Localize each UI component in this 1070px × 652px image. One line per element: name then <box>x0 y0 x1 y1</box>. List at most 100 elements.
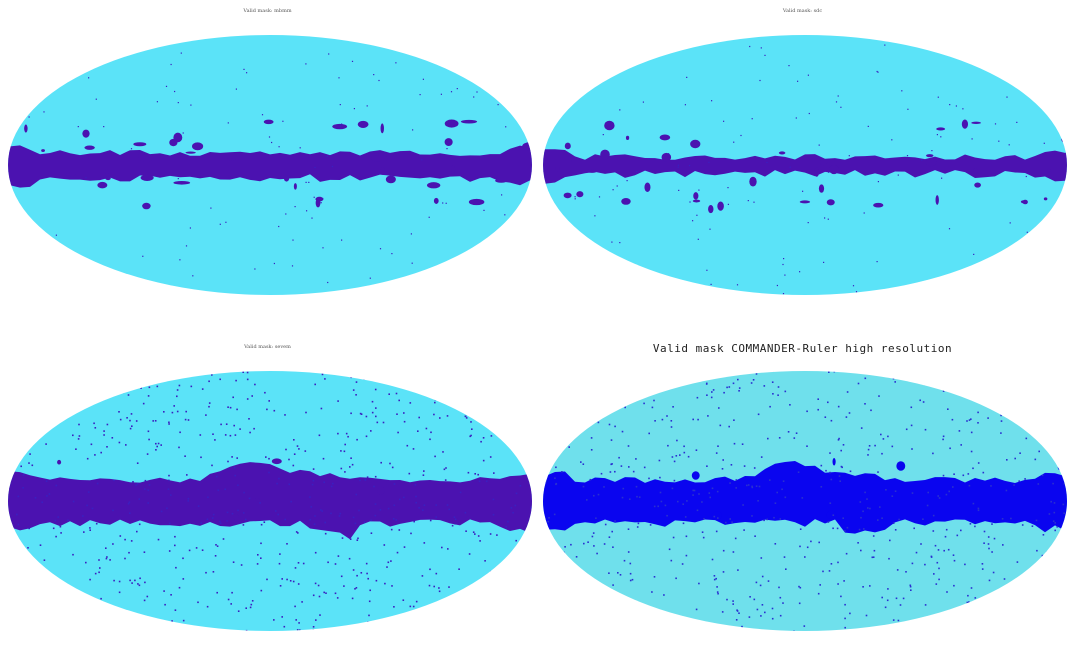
point-source-hole <box>448 509 450 511</box>
point-source-hole <box>936 583 938 585</box>
point-source-hole <box>1014 458 1016 460</box>
mask-patch <box>284 175 289 181</box>
point-source-hole <box>588 395 590 397</box>
point-source-hole <box>921 160 922 161</box>
point-source-hole <box>34 414 36 416</box>
point-source-hole <box>241 564 243 566</box>
point-source-hole <box>583 486 585 488</box>
point-source-hole <box>243 512 245 514</box>
point-source-hole <box>269 136 270 137</box>
point-source-hole <box>119 581 121 583</box>
point-source-hole <box>877 519 879 521</box>
point-source-hole <box>504 214 505 215</box>
point-source-hole <box>334 634 336 636</box>
point-source-hole <box>579 630 581 632</box>
point-source-hole <box>952 419 954 421</box>
point-source-hole <box>966 420 968 422</box>
point-source-hole <box>488 379 490 381</box>
point-source-hole <box>673 537 675 539</box>
point-source-hole <box>571 620 573 622</box>
point-source-hole <box>112 370 114 372</box>
point-source-hole <box>353 389 355 391</box>
point-source-hole <box>171 620 173 622</box>
point-source-hole <box>672 614 674 616</box>
point-source-hole <box>190 105 191 106</box>
point-source-hole <box>671 560 673 562</box>
point-source-hole <box>157 101 158 102</box>
point-source-hole <box>284 626 286 628</box>
point-source-hole <box>166 508 168 510</box>
point-source-hole <box>735 487 737 489</box>
point-source-hole <box>729 518 731 520</box>
point-source-hole <box>327 562 329 564</box>
point-source-hole <box>233 561 235 563</box>
point-source-hole <box>749 46 750 47</box>
mask-patch <box>461 120 477 124</box>
point-source-hole <box>751 486 753 488</box>
point-source-hole <box>686 500 688 502</box>
point-source-hole <box>131 425 133 427</box>
point-source-hole <box>79 435 81 437</box>
point-source-hole <box>142 256 143 257</box>
point-source-hole <box>1065 398 1067 400</box>
point-source-hole <box>344 451 346 453</box>
point-source-hole <box>716 586 718 588</box>
point-source-hole <box>544 518 546 520</box>
point-source-hole <box>403 497 405 499</box>
point-source-hole <box>632 579 634 581</box>
point-source-hole <box>628 528 630 530</box>
point-source-hole <box>235 434 237 436</box>
point-source-hole <box>780 597 782 599</box>
point-source-hole <box>483 405 485 407</box>
point-source-hole <box>341 630 343 632</box>
point-source-hole <box>515 505 517 507</box>
point-source-hole <box>828 172 829 173</box>
point-source-hole <box>1017 561 1019 563</box>
point-source-hole <box>335 563 337 565</box>
point-source-hole <box>413 521 415 523</box>
point-source-hole <box>426 428 428 430</box>
point-source-hole <box>281 578 283 580</box>
point-source-hole <box>754 599 756 601</box>
point-source-hole <box>831 563 833 565</box>
point-source-hole <box>404 421 406 423</box>
point-source-hole <box>673 634 675 636</box>
point-source-hole <box>1056 526 1058 528</box>
point-source-hole <box>872 557 874 559</box>
point-source-hole <box>756 485 758 487</box>
point-source-hole <box>144 488 146 490</box>
point-source-hole <box>308 182 309 183</box>
mask-patch <box>427 182 440 188</box>
point-source-hole <box>9 625 11 627</box>
point-source-hole <box>243 69 244 70</box>
point-source-hole <box>925 429 927 431</box>
point-source-hole <box>279 563 281 565</box>
point-source-hole <box>713 633 715 635</box>
point-source-hole <box>227 512 229 514</box>
point-source-hole <box>877 261 878 262</box>
point-source-hole <box>388 562 390 564</box>
point-source-hole <box>193 629 195 631</box>
point-source-hole <box>1042 475 1044 477</box>
point-source-hole <box>29 226 30 227</box>
point-source-hole <box>995 123 996 124</box>
point-source-hole <box>708 162 709 163</box>
point-source-hole <box>701 501 703 503</box>
point-source-hole <box>375 515 377 517</box>
point-source-hole <box>139 585 141 587</box>
point-source-hole <box>290 580 292 582</box>
point-source-hole <box>122 392 124 394</box>
point-source-hole <box>697 510 699 512</box>
point-source-hole <box>990 373 992 375</box>
point-source-hole <box>214 439 216 441</box>
point-source-hole <box>367 476 369 478</box>
point-source-hole <box>553 634 555 636</box>
point-source-hole <box>946 634 948 636</box>
point-source-hole <box>471 428 473 430</box>
point-source-hole <box>712 559 714 561</box>
panel-title: Valid mask: sdc <box>535 8 1070 14</box>
point-source-hole <box>5 409 7 411</box>
point-source-hole <box>753 379 755 381</box>
point-source-hole <box>496 610 498 612</box>
mask-patch <box>936 195 939 205</box>
